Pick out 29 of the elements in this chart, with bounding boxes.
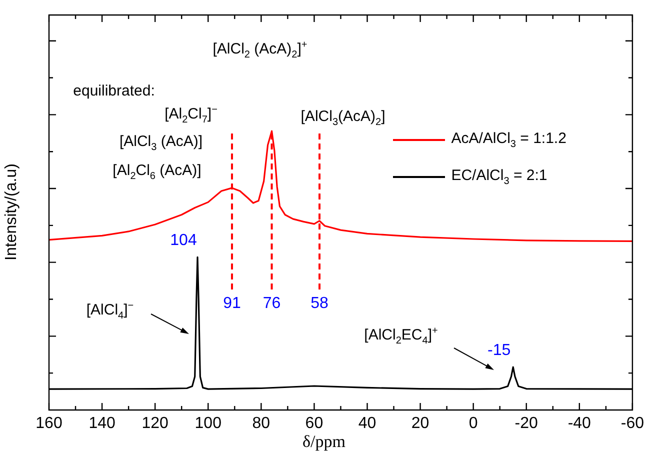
x-tick-label: -20 bbox=[514, 415, 538, 432]
legend-label: EC/AlCl$_{3}$ = 2:1 bbox=[451, 167, 548, 188]
text: equilibrated: bbox=[73, 82, 155, 100]
x-tick-label: 160 bbox=[36, 415, 62, 432]
annotation: [AlCl$_{3}$ (AcA)] bbox=[119, 133, 203, 153]
y-axis-title: Intensity/(a.u) bbox=[3, 164, 21, 260]
ref-line-label: 58 bbox=[310, 294, 329, 312]
ref-line-label: 91 bbox=[223, 294, 241, 312]
x-tick-label: 40 bbox=[358, 415, 376, 432]
annotation: [AlCl$_{4}$]$^{−}$ bbox=[86, 300, 134, 322]
x-tick-label: -60 bbox=[620, 415, 644, 432]
annotation: 104 bbox=[170, 232, 197, 250]
x-tick-label: 0 bbox=[468, 415, 478, 432]
annotation: [Al$_{2}$Cl$_{6}$ (AcA)] bbox=[112, 162, 202, 182]
x-tick-label: 100 bbox=[194, 415, 222, 432]
legend-label: AcA/AlCl$_{3}$ = 1:1.2 bbox=[451, 130, 566, 150]
annotation: [AlCl$_{2}$EC$_{4}$]$^{+}$ bbox=[364, 326, 438, 346]
x-tick-label: 140 bbox=[88, 415, 116, 432]
x-tick-label: -40 bbox=[568, 415, 592, 432]
annotation: -15 bbox=[488, 342, 511, 360]
x-tick-label: 80 bbox=[252, 415, 270, 432]
x-axis-title: δ/ppm bbox=[302, 432, 346, 452]
x-tick-label: 120 bbox=[142, 415, 169, 432]
text: [Al$_{2}$Cl$_{7}$]$^{−}$ bbox=[164, 104, 218, 126]
x-tick-label: 20 bbox=[411, 415, 430, 432]
ref-line-label: 76 bbox=[262, 294, 281, 312]
text: [AlCl$_{2}$ (AcA)$_{2}$]$^{+}$ bbox=[212, 40, 308, 60]
text: [AlCl$_{3}$(AcA)$_{2}$] bbox=[300, 108, 386, 128]
x-tick-label: 60 bbox=[305, 415, 324, 432]
